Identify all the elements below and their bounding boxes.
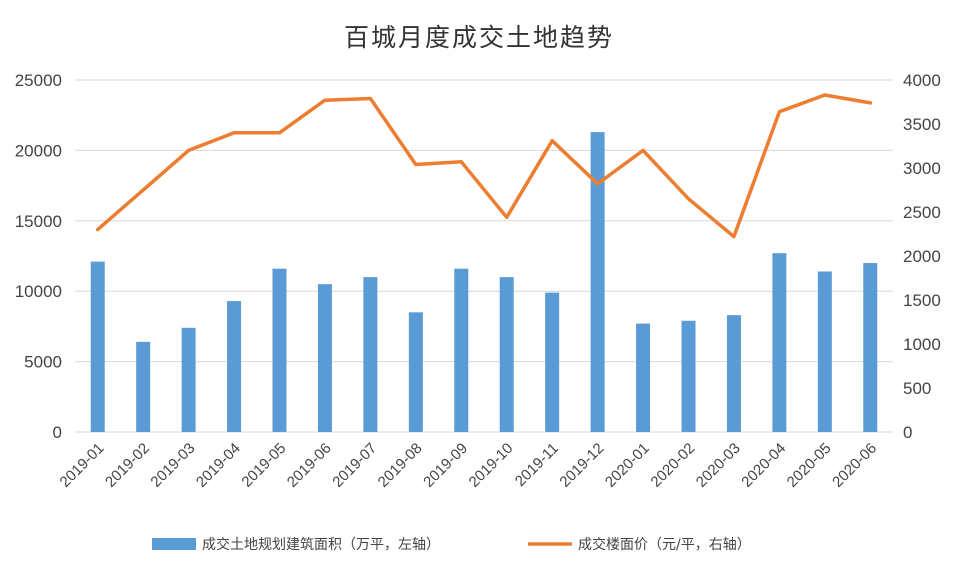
x-tick-label: 2020-05 [784,440,835,491]
legend-line-label: 成交楼面价（元/平，右轴） [578,536,751,553]
line-point [641,148,645,152]
line-point [96,228,100,232]
bar [817,271,832,432]
x-tick-label: 2019-04 [193,440,244,491]
right-axis: 0 500 1000 1500 2000 2500 3000 3500 4000 [903,71,941,442]
x-tick-label: 2019-12 [556,440,607,491]
bar [545,292,560,432]
line-series [95,93,873,239]
right-tick-label: 0 [903,423,912,442]
left-tick-label: 25000 [15,71,62,90]
x-tick-label: 2019-01 [57,440,108,491]
right-tick-label: 500 [903,379,931,398]
bar [272,268,287,432]
bar [454,268,469,432]
line-point [459,160,463,164]
right-tick-label: 3500 [903,115,941,134]
legend-bar-swatch [152,538,196,550]
line-point [141,188,145,192]
bar [681,320,696,432]
bar [772,253,787,432]
line-point [777,110,781,114]
right-tick-label: 3000 [903,159,941,178]
x-tick-label: 2020-03 [693,440,744,491]
legend-bar-label: 成交土地规划建筑面积（万平，左轴） [202,536,440,553]
right-tick-label: 2500 [903,203,941,222]
right-tick-label: 1500 [903,291,941,310]
legend-item-bars: 成交土地规划建筑面积（万平，左轴） [152,536,440,553]
line-point [687,197,690,201]
bar [363,277,378,432]
right-tick-label: 1000 [903,335,941,354]
bar [863,263,878,432]
bar [317,284,332,432]
left-tick-label: 20000 [15,141,62,160]
bar [227,301,242,432]
x-tick-label: 2020-06 [829,440,880,491]
bar [90,261,105,432]
x-tick-label: 2020-01 [602,440,653,491]
line-point [596,182,600,186]
line-point [232,131,236,135]
line-point [505,215,509,219]
bar-series [90,132,878,432]
bar [136,341,151,432]
line-point [868,101,872,105]
line-point [414,162,418,166]
x-tick-label: 2019-08 [375,440,426,491]
x-tick-label: 2019-06 [284,440,335,491]
x-tick-label: 2019-02 [102,440,153,491]
legend-item-line: 成交楼面价（元/平，右轴） [528,536,751,553]
line-point [187,148,191,152]
line-point [368,96,372,100]
x-axis: 2019-012019-022019-032019-042019-052019-… [57,440,881,491]
x-tick-label: 2019-05 [238,440,289,491]
bar [181,327,196,432]
x-tick-label: 2019-03 [147,440,198,491]
x-tick-label: 2019-11 [512,440,562,490]
left-tick-label: 0 [53,423,62,442]
bar [408,312,423,432]
gridlines [75,79,893,433]
bar [636,323,651,432]
left-axis: 0 5000 10000 15000 20000 25000 [15,71,62,442]
left-tick-label: 15000 [15,212,62,231]
left-tick-label: 5000 [24,353,62,372]
x-tick-label: 2019-09 [420,440,471,491]
left-tick-label: 10000 [15,282,62,301]
x-tick-label: 2019-10 [466,440,517,491]
right-tick-label: 2000 [903,247,941,266]
line-point [823,93,827,97]
bar [726,315,741,432]
line-point [278,131,281,135]
x-tick-label: 2020-04 [738,440,789,491]
x-tick-label: 2019-07 [329,440,380,491]
bar [499,277,514,432]
x-tick-label: 2020-02 [647,440,698,491]
line-point [732,235,736,239]
line-path [95,93,873,239]
right-tick-label: 4000 [903,71,941,90]
chart-title: 百城月度成交土地趋势 [344,23,614,52]
line-point [323,98,327,102]
line-point [550,139,554,143]
legend: 成交土地规划建筑面积（万平，左轴） 成交楼面价（元/平，右轴） [152,536,751,553]
bar [590,132,605,432]
